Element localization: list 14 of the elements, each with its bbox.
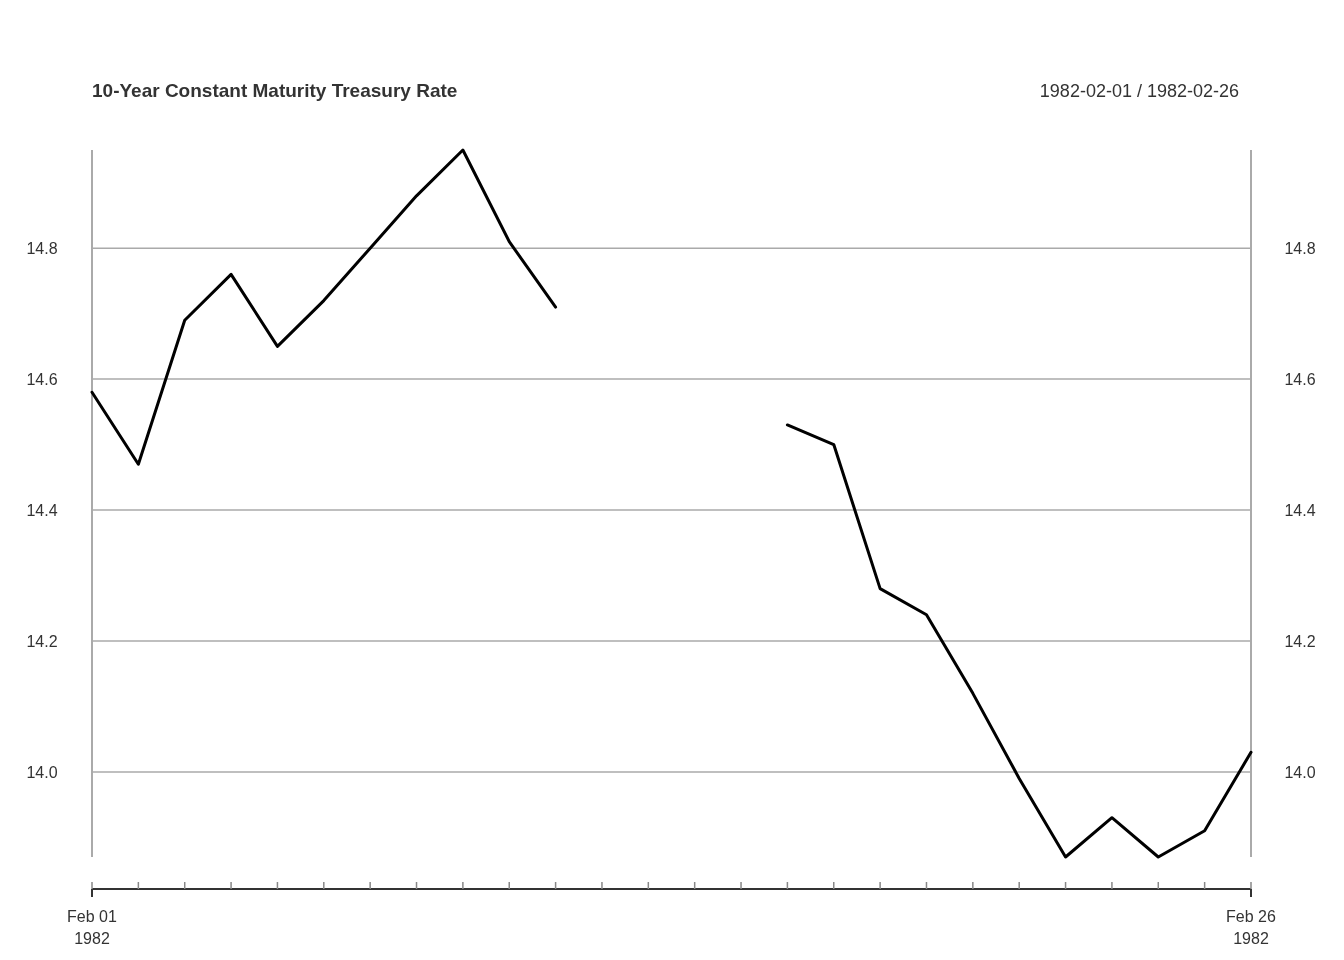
y2-tick-label: 14.2 (1284, 632, 1316, 650)
x-tick-label: Feb 01 1982 (67, 908, 118, 947)
y2-tick-label: 14.8 (1284, 240, 1316, 258)
y-tick-label: 14.8 (26, 240, 58, 258)
chart-title: 10-Year Constant Maturity Treasury Rate (92, 80, 458, 101)
y-tick-label: 14.0 (26, 763, 58, 781)
y2-tick-label: 14.6 (1284, 371, 1316, 389)
y-tick-label: 14.4 (26, 502, 58, 520)
chart-subtitle: 1982-02-01 / 1982-02-26 (1039, 81, 1239, 101)
x-tick-label: Feb 26 1982 (1226, 908, 1277, 947)
y2-tick-label: 14.4 (1284, 502, 1316, 520)
y-tick-label: 14.6 (26, 371, 58, 389)
y2-tick-label: 14.0 (1284, 763, 1316, 781)
y-tick-label: 14.2 (26, 632, 58, 650)
